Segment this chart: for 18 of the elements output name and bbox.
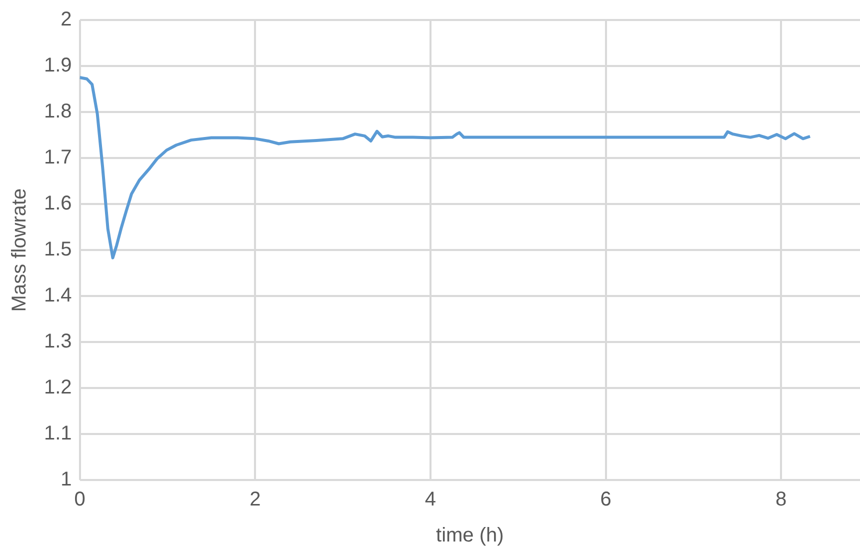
x-axis-title: time (h) xyxy=(436,524,504,547)
y-tick-label: 1.5 xyxy=(44,238,72,261)
x-tick-label: 0 xyxy=(74,488,86,511)
y-tick-label: 2 xyxy=(60,8,72,31)
x-tick-label: 8 xyxy=(776,488,787,511)
y-tick-label: 1 xyxy=(60,468,72,491)
y-tick-label: 1.8 xyxy=(44,100,72,123)
y-tick-label: 1.6 xyxy=(44,192,72,215)
y-tick-label: 1.7 xyxy=(44,146,72,169)
y-tick-label: 1.4 xyxy=(44,284,72,307)
y-tick-label: 1.3 xyxy=(44,330,72,353)
x-tick-label: 6 xyxy=(600,488,612,511)
x-tick-label: 2 xyxy=(250,488,261,511)
y-tick-label: 1.2 xyxy=(44,376,72,399)
y-tick-label: 1.1 xyxy=(44,422,72,445)
x-tick-label: 4 xyxy=(424,488,436,511)
y-tick-label: 1.9 xyxy=(44,54,72,77)
y-axis-title: Mass flowrate xyxy=(8,188,31,312)
